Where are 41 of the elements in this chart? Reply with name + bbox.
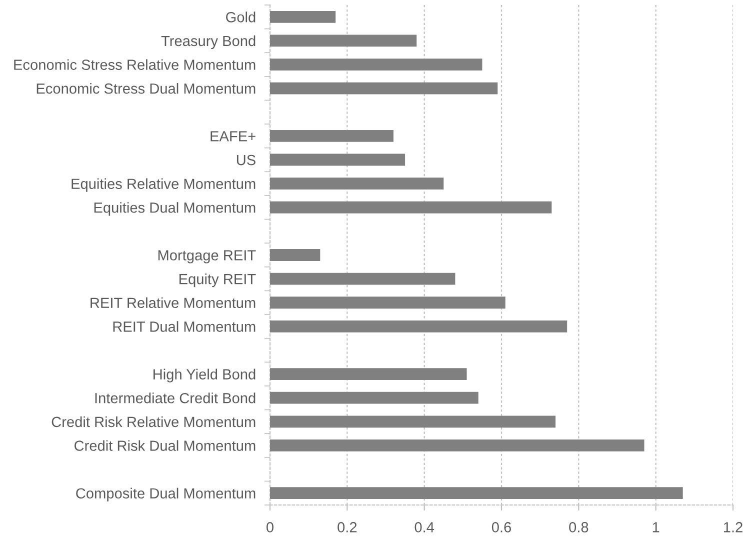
y-tick-label: REIT Relative Momentum <box>90 297 256 308</box>
y-tick-label: High Yield Bond <box>154 368 256 382</box>
bar <box>270 487 683 500</box>
x-tick-label: 0.8 <box>569 522 588 532</box>
x-tick-label: 0.2 <box>338 522 357 532</box>
bar <box>270 392 478 404</box>
y-tick-label: Gold <box>226 12 256 22</box>
y-tick-label: Mortgage REIT <box>158 250 256 264</box>
y-tick-label: Composite Dual Momentum <box>76 488 256 502</box>
y-tick-label: Equities Relative Momentum <box>72 178 256 192</box>
x-tick-label: 1 <box>652 522 660 532</box>
y-tick-label: Credit Risk Dual Momentum <box>74 440 256 451</box>
y-tick-label: Equities Dual Momentum <box>94 202 256 216</box>
y-tick-label: US <box>236 154 256 166</box>
bar <box>270 34 417 47</box>
y-tick-label: Intermediate Credit Bond <box>95 392 256 404</box>
y-tick-label: Economic Stress Relative Momentum <box>14 59 256 70</box>
bar <box>270 10 336 23</box>
x-tick-label: 1.2 <box>724 522 742 532</box>
bar <box>270 58 482 70</box>
bar <box>270 130 394 142</box>
y-tick-label: Economic Stress Dual Momentum <box>36 83 256 94</box>
bar <box>270 416 556 428</box>
y-tick-label: Treasury Bond <box>161 35 256 50</box>
bar <box>270 178 444 190</box>
x-tick-label: 0.6 <box>492 522 511 532</box>
bar <box>270 249 320 261</box>
bar <box>270 440 644 452</box>
bar <box>270 154 406 166</box>
bar <box>270 82 498 94</box>
bar <box>270 201 552 214</box>
y-tick-label: Equity REIT <box>180 274 256 288</box>
bar <box>270 296 506 309</box>
x-tick-label: 0 <box>266 522 274 532</box>
bar <box>270 272 456 285</box>
y-tick-label: EAFE+ <box>210 131 256 142</box>
bar <box>270 320 568 332</box>
y-tick-label: Credit Risk Relative Momentum <box>52 416 256 428</box>
bar <box>270 368 467 380</box>
y-tick-label: REIT Dual Momentum <box>113 321 256 332</box>
x-tick-label: 0.4 <box>414 522 434 532</box>
